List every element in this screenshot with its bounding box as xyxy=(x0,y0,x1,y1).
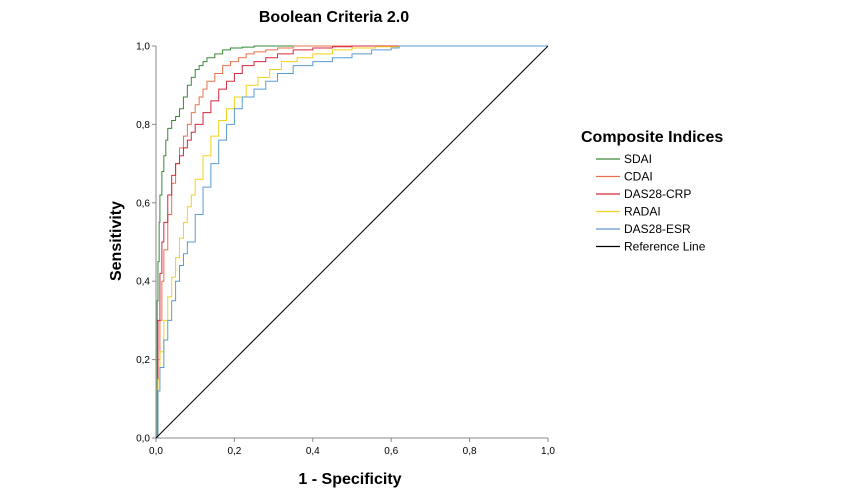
y-tick-label: 0,4 xyxy=(136,277,150,288)
legend-label-radai: RADAI xyxy=(624,205,661,219)
series-line-das28-esr xyxy=(156,45,548,439)
x-tick-label: 0,2 xyxy=(227,446,241,457)
y-tick-label: 0,0 xyxy=(136,434,150,445)
x-axis-title: 1 - Specificity xyxy=(298,471,401,488)
x-tick-label: 0,6 xyxy=(384,446,398,457)
series-line-sdai xyxy=(156,45,548,439)
legend-label-cdai: CDAI xyxy=(624,170,653,184)
series-line-reference-line xyxy=(155,45,549,439)
legend-label-reference-line: Reference Line xyxy=(624,240,706,254)
x-tick-label: 0,0 xyxy=(149,446,163,457)
legend-label-das28-esr: DAS28-ESR xyxy=(624,222,691,236)
y-axis-ticks: 0,0 0,2 0,4 0,6 0,8 1,0 xyxy=(136,42,156,445)
x-tick-label: 0,8 xyxy=(463,446,477,457)
plot-frame xyxy=(155,46,548,439)
legend: SDAI CDAI DAS28-CRP RADAI DAS28-ESR Reference… xyxy=(596,152,706,254)
x-axis-ticks: 0,0 0,2 0,4 0,6 0,8 1,0 xyxy=(149,438,555,457)
y-tick-label: 0,2 xyxy=(136,355,150,366)
series-layer xyxy=(155,45,549,439)
legend-label-sdai: SDAI xyxy=(624,152,652,166)
x-tick-label: 0,4 xyxy=(306,446,320,457)
y-tick-label: 1,0 xyxy=(136,42,150,53)
x-tick-label: 1,0 xyxy=(541,446,555,457)
series-line-radai xyxy=(156,45,548,439)
series-line-das28-crp xyxy=(156,45,548,439)
chart-title: Boolean Criteria 2.0 xyxy=(259,9,409,26)
y-axis-title: Sensitivity xyxy=(108,201,125,281)
y-tick-label: 0,8 xyxy=(136,120,150,131)
series-line-cdai xyxy=(156,45,548,439)
legend-title: Composite Indices xyxy=(581,129,723,146)
y-tick-label: 0,6 xyxy=(136,198,150,209)
legend-label-das28-crp: DAS28-CRP xyxy=(624,187,691,201)
